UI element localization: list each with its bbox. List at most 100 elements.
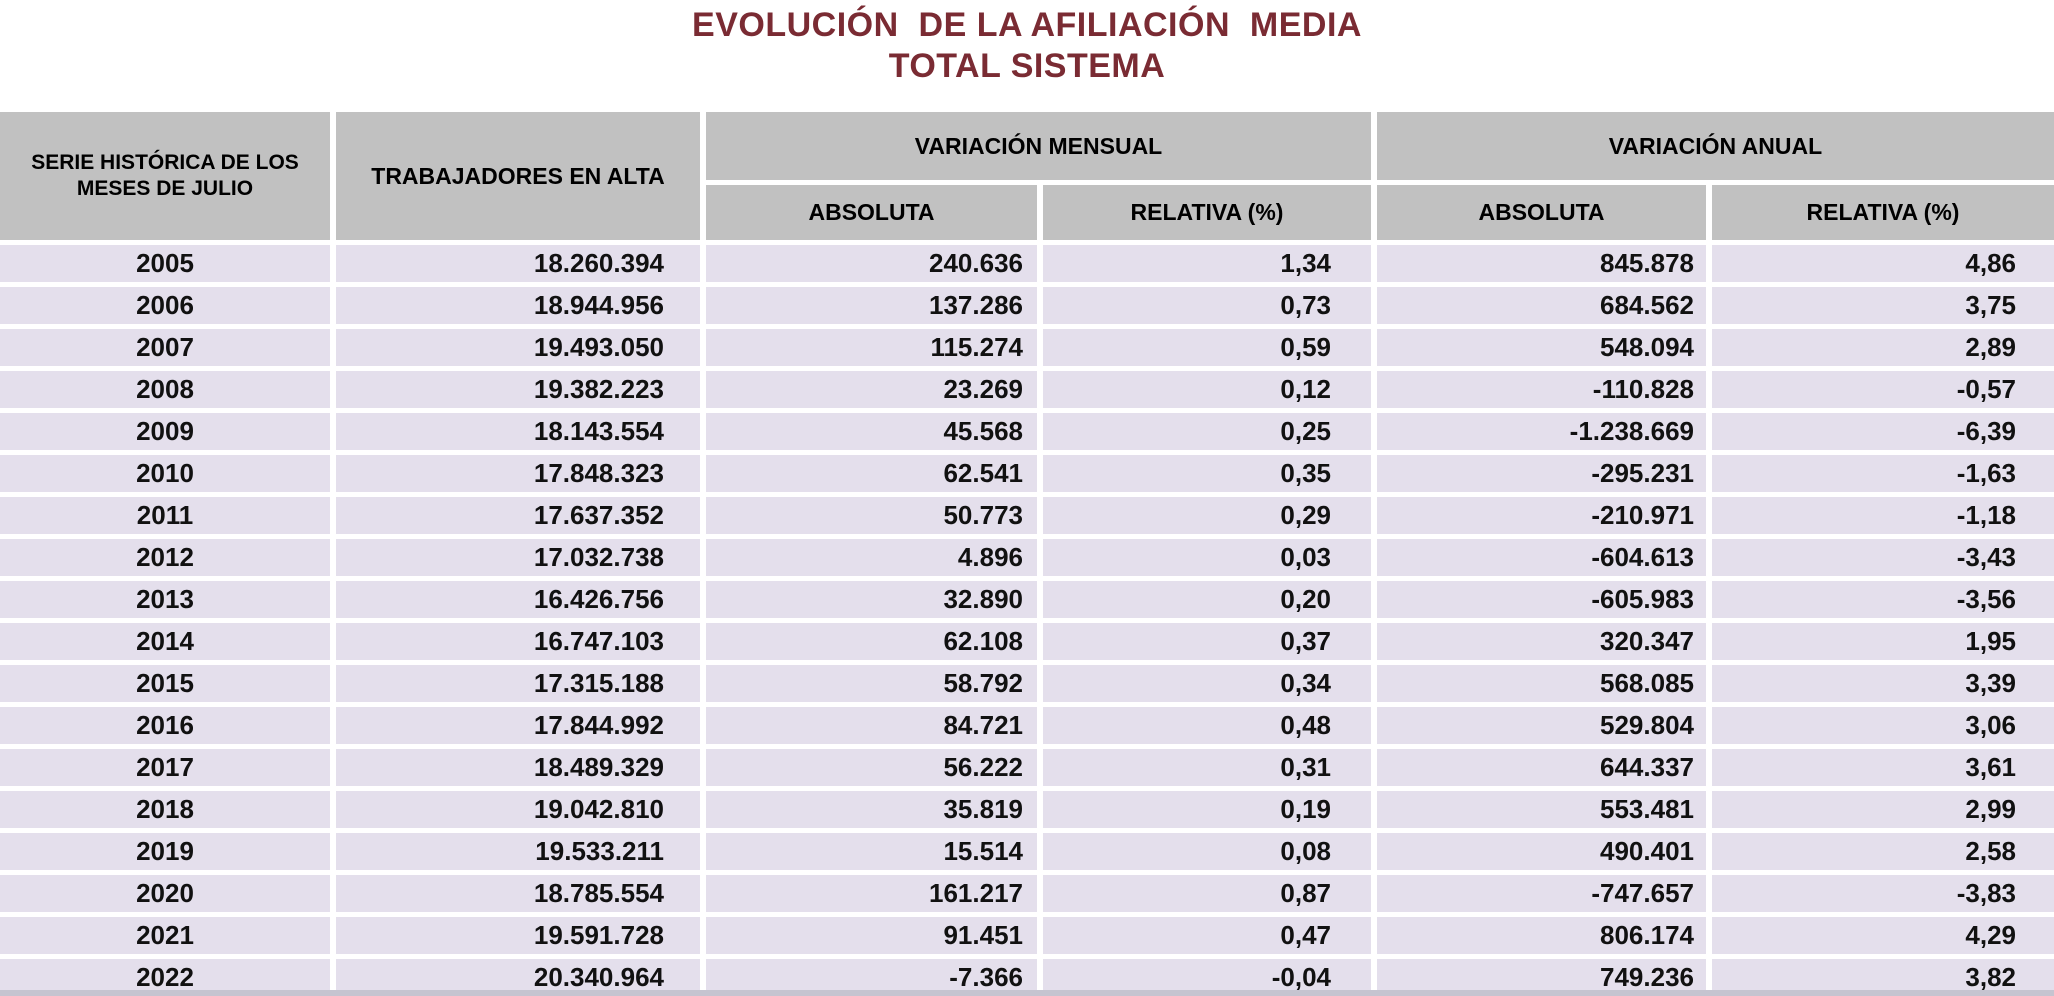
- year-cell: 2011: [0, 497, 330, 534]
- annual-relative-cell: -3,83: [1712, 875, 2054, 912]
- year-cell: 2009: [0, 413, 330, 450]
- annual-absolute-cell: 529.804: [1377, 707, 1706, 744]
- monthly-relative-cell: 0,35: [1043, 455, 1371, 492]
- affiliation-table: SERIE HISTÓRICA DE LOS MESES DE JULIO TR…: [0, 112, 2054, 996]
- annual-absolute-cell: -604.613: [1377, 539, 1706, 576]
- monthly-absolute-cell: 50.773: [706, 497, 1037, 534]
- monthly-relative-cell: 0,29: [1043, 497, 1371, 534]
- monthly-absolute-cell: 62.108: [706, 623, 1037, 660]
- monthly-absolute-cell: 115.274: [706, 329, 1037, 366]
- header-serie-historica: SERIE HISTÓRICA DE LOS MESES DE JULIO: [0, 112, 330, 240]
- monthly-relative-cell: 0,12: [1043, 371, 1371, 408]
- annual-absolute-cell: 749.236: [1377, 959, 1706, 996]
- annual-absolute-cell: 490.401: [1377, 833, 1706, 870]
- monthly-relative-cell: 0,31: [1043, 749, 1371, 786]
- monthly-absolute-cell: 23.269: [706, 371, 1037, 408]
- year-cell: 2015: [0, 665, 330, 702]
- year-cell: 2005: [0, 245, 330, 282]
- annual-absolute-cell: -1.238.669: [1377, 413, 1706, 450]
- monthly-absolute-cell: 137.286: [706, 287, 1037, 324]
- workers-cell: 16.747.103: [336, 623, 700, 660]
- workers-cell: 18.260.394: [336, 245, 700, 282]
- table-bottom-edge: [0, 990, 2054, 996]
- monthly-absolute-cell: 240.636: [706, 245, 1037, 282]
- workers-cell: 19.382.223: [336, 371, 700, 408]
- header-serie-line2: MESES DE JULIO: [76, 177, 254, 200]
- annual-relative-cell: -1,18: [1712, 497, 2054, 534]
- annual-relative-cell: -3,56: [1712, 581, 2054, 618]
- workers-cell: 20.340.964: [336, 959, 700, 996]
- header-trabajadores-en-alta: TRABAJADORES EN ALTA: [336, 112, 700, 240]
- year-cell: 2020: [0, 875, 330, 912]
- monthly-absolute-cell: 32.890: [706, 581, 1037, 618]
- year-cell: 2019: [0, 833, 330, 870]
- monthly-absolute-cell: 56.222: [706, 749, 1037, 786]
- monthly-relative-cell: 0,08: [1043, 833, 1371, 870]
- workers-cell: 18.944.956: [336, 287, 700, 324]
- title-block: EVOLUCIÓN DE LA AFILIACIÓN MEDIA TOTAL S…: [0, 4, 2054, 86]
- monthly-absolute-cell: 35.819: [706, 791, 1037, 828]
- year-cell: 2013: [0, 581, 330, 618]
- annual-absolute-cell: 806.174: [1377, 917, 1706, 954]
- monthly-absolute-cell: 62.541: [706, 455, 1037, 492]
- annual-absolute-cell: 568.085: [1377, 665, 1706, 702]
- monthly-absolute-cell: 161.217: [706, 875, 1037, 912]
- annual-relative-cell: 3,06: [1712, 707, 2054, 744]
- annual-relative-cell: 3,75: [1712, 287, 2054, 324]
- year-cell: 2012: [0, 539, 330, 576]
- annual-absolute-cell: 320.347: [1377, 623, 1706, 660]
- annual-absolute-cell: -605.983: [1377, 581, 1706, 618]
- year-cell: 2006: [0, 287, 330, 324]
- monthly-relative-cell: 1,34: [1043, 245, 1371, 282]
- annual-absolute-cell: -747.657: [1377, 875, 1706, 912]
- year-cell: 2022: [0, 959, 330, 996]
- workers-cell: 19.042.810: [336, 791, 700, 828]
- header-anual-relativa: RELATIVA (%): [1712, 185, 2054, 240]
- monthly-absolute-cell: 84.721: [706, 707, 1037, 744]
- annual-relative-cell: 2,89: [1712, 329, 2054, 366]
- workers-cell: 16.426.756: [336, 581, 700, 618]
- annual-relative-cell: 3,39: [1712, 665, 2054, 702]
- monthly-absolute-cell: 45.568: [706, 413, 1037, 450]
- annual-relative-cell: -1,63: [1712, 455, 2054, 492]
- monthly-relative-cell: 0,03: [1043, 539, 1371, 576]
- workers-cell: 17.844.992: [336, 707, 700, 744]
- monthly-relative-cell: 0,48: [1043, 707, 1371, 744]
- annual-absolute-cell: -210.971: [1377, 497, 1706, 534]
- annual-absolute-cell: 553.481: [1377, 791, 1706, 828]
- page-title: EVOLUCIÓN DE LA AFILIACIÓN MEDIA: [692, 6, 1362, 44]
- header-variacion-mensual: VARIACIÓN MENSUAL: [706, 112, 1371, 180]
- annual-relative-cell: 4,86: [1712, 245, 2054, 282]
- workers-cell: 18.489.329: [336, 749, 700, 786]
- annual-absolute-cell: 644.337: [1377, 749, 1706, 786]
- annual-absolute-cell: 684.562: [1377, 287, 1706, 324]
- monthly-absolute-cell: -7.366: [706, 959, 1037, 996]
- annual-relative-cell: -6,39: [1712, 413, 2054, 450]
- workers-cell: 19.493.050: [336, 329, 700, 366]
- monthly-relative-cell: 0,59: [1043, 329, 1371, 366]
- monthly-absolute-cell: 91.451: [706, 917, 1037, 954]
- year-cell: 2017: [0, 749, 330, 786]
- year-cell: 2007: [0, 329, 330, 366]
- monthly-relative-cell: 0,20: [1043, 581, 1371, 618]
- monthly-absolute-cell: 4.896: [706, 539, 1037, 576]
- year-cell: 2014: [0, 623, 330, 660]
- workers-cell: 19.533.211: [336, 833, 700, 870]
- workers-cell: 17.315.188: [336, 665, 700, 702]
- monthly-relative-cell: 0,73: [1043, 287, 1371, 324]
- annual-absolute-cell: 845.878: [1377, 245, 1706, 282]
- annual-relative-cell: 3,82: [1712, 959, 2054, 996]
- year-cell: 2016: [0, 707, 330, 744]
- header-mensual-absoluta: ABSOLUTA: [706, 185, 1037, 240]
- monthly-absolute-cell: 15.514: [706, 833, 1037, 870]
- year-cell: 2010: [0, 455, 330, 492]
- year-cell: 2008: [0, 371, 330, 408]
- workers-cell: 17.637.352: [336, 497, 700, 534]
- workers-cell: 17.032.738: [336, 539, 700, 576]
- annual-relative-cell: -3,43: [1712, 539, 2054, 576]
- header-variacion-anual: VARIACIÓN ANUAL: [1377, 112, 2054, 180]
- monthly-relative-cell: 0,34: [1043, 665, 1371, 702]
- workers-cell: 17.848.323: [336, 455, 700, 492]
- header-serie-line1: SERIE HISTÓRICA DE LOS: [31, 151, 299, 174]
- workers-cell: 18.785.554: [336, 875, 700, 912]
